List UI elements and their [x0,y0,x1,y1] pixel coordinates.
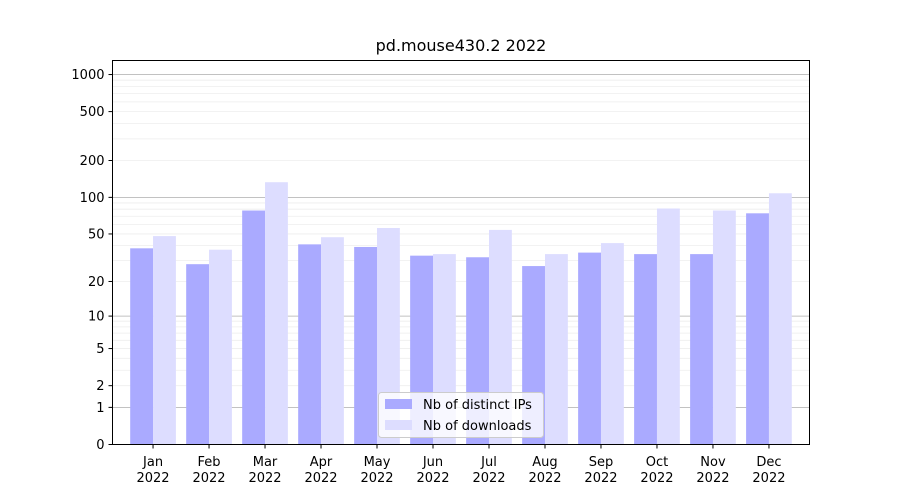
bar-downloads-aug [544,254,568,445]
x-tick-label-year: 2022 [248,471,281,486]
x-tick-label-year: 2022 [472,471,505,486]
bar-distinct-ips-apr [298,244,322,445]
x-tick-label-month: Jan [142,455,163,470]
x-tick-label-month: May [364,455,391,470]
chart-title: pd.mouse430.2 2022 [376,36,547,55]
y-tick-label: 20 [88,275,105,290]
x-tick-label-month: Dec [756,455,781,470]
x-tick-label-year: 2022 [752,471,785,486]
bar-distinct-ips-nov [690,254,713,445]
y-tick-label: 0 [96,438,104,453]
legend-swatch-downloads [385,420,412,430]
y-tick-label: 10 [88,310,105,325]
y-tick-label: 2 [96,379,104,394]
bar-distinct-ips-may [354,246,378,445]
bar-distinct-ips-oct [634,254,657,445]
x-tick-label-year: 2022 [584,471,617,486]
x-tick-label-month: Sep [589,455,614,470]
bar-downloads-jan [153,236,176,445]
y-tick-label: 5 [96,342,104,357]
x-tick-label-year: 2022 [640,471,673,486]
x-tick-label-month: Apr [310,455,333,470]
x-tick-label-month: Feb [198,455,221,470]
x-tick-label-year: 2022 [304,471,337,486]
plot-frame [112,60,810,445]
bar-distinct-ips-mar [242,210,266,445]
legend: Nb of distinct IPs Nb of downloads [378,392,544,438]
bar-downloads-oct [656,208,680,445]
x-tick-label-month: Aug [532,455,557,470]
legend-box [378,392,544,438]
bar-downloads-mar [265,182,288,445]
bar-downloads-jul [488,229,512,445]
bar-distinct-ips-sep [578,252,601,445]
bars [130,182,792,445]
bar-downloads-may [377,227,400,445]
x-tick-label-month: Mar [253,455,278,470]
bar-downloads-feb [209,249,232,445]
x-tick-label-month: Oct [646,455,668,470]
y-tick-label: 1 [96,401,104,416]
x-tick-label-month: Nov [700,455,726,470]
bar-distinct-ips-jan [130,248,154,445]
x-tick-label-year: 2022 [192,471,225,486]
y-tick-label: 1000 [71,68,104,83]
y-tick-label: 500 [80,105,105,120]
legend-label-downloads: Nb of downloads [423,419,532,434]
bar-distinct-ips-feb [186,264,210,445]
bar-downloads-nov [712,210,736,445]
x-tick-label-year: 2022 [416,471,449,486]
x-axis: Jan2022Feb2022Mar2022Apr2022May2022Jun20… [136,444,786,486]
x-tick-label-year: 2022 [696,471,729,486]
legend-label-distinct-ips: Nb of distinct IPs [423,398,532,413]
y-tick-label: 50 [88,227,105,242]
bar-distinct-ips-dec [746,213,769,445]
bar-downloads-sep [600,243,624,445]
bar-downloads-apr [321,237,344,445]
x-tick-label-month: Jul [480,455,497,470]
bar-downloads-dec [768,193,792,445]
y-tick-label: 200 [80,154,105,169]
y-axis: 0 1 2 5 10 20 50 100 200 500 1000 [71,68,113,453]
legend-swatch-distinct-ips [385,399,412,409]
x-tick-label-year: 2022 [360,471,393,486]
y-tick-label: 100 [80,191,105,206]
x-tick-label-year: 2022 [528,471,561,486]
x-tick-label-month: Jun [422,455,443,470]
x-tick-label-year: 2022 [136,471,169,486]
